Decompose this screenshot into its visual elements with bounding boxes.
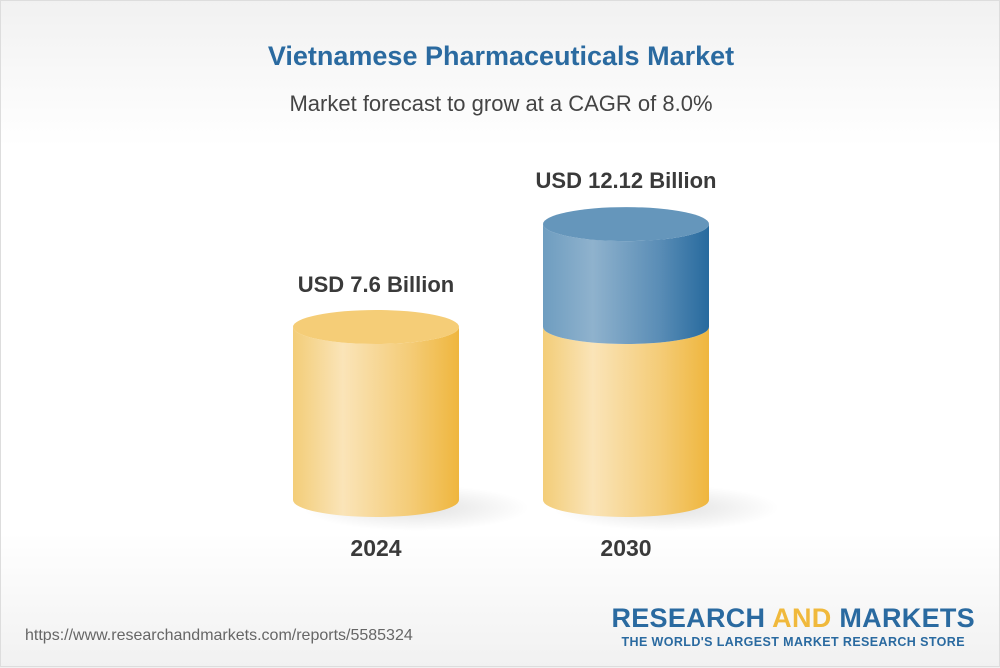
chart-subtitle: Market forecast to grow at a CAGR of 8.0… [289,91,713,116]
chart-title: Vietnamese Pharmaceuticals Market [267,41,735,71]
logo-word-and: AND [772,603,832,633]
category-label-2030: 2030 [600,535,651,561]
data-label-2030: USD 12.12 Billion [536,168,717,193]
cylinder-top-2030 [543,207,709,242]
data-label-2024: USD 7.6 Billion [298,272,454,297]
cylinder-top-2024 [293,310,459,344]
report-url[interactable]: https://www.researchandmarkets.com/repor… [25,627,413,644]
cylinder-base-segment-2024 [293,327,459,517]
logo-word-research: RESEARCH [611,603,766,633]
logo-word-markets: MARKETS [839,603,975,633]
research-and-markets-logo: RESEARCH AND MARKETS THE WORLD'S LARGEST… [611,603,975,649]
category-label-2024: 2024 [350,535,401,561]
cylinder-growth-segment-2030 [543,224,709,344]
cylinder-base-segment-2030 [543,327,709,517]
logo-tagline: THE WORLD'S LARGEST MARKET RESEARCH STOR… [621,635,965,649]
